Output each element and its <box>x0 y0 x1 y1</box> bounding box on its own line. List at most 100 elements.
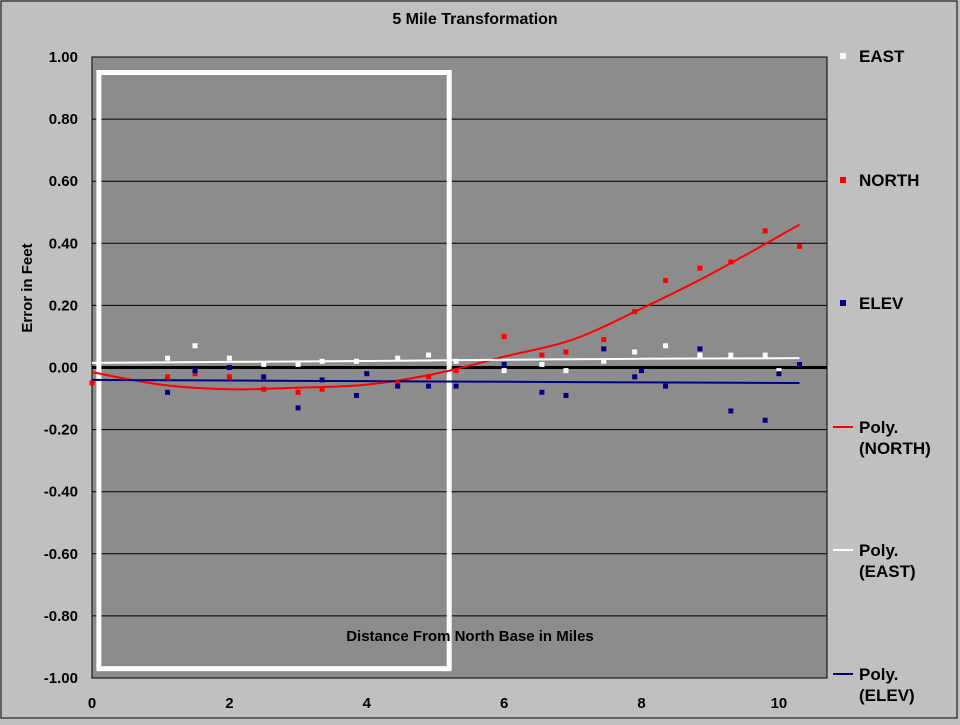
point-east <box>226 355 232 361</box>
point-elev <box>353 392 359 398</box>
trendline-poly-east <box>91 357 800 364</box>
y-tick-label: -1.00 <box>44 670 78 687</box>
point-north <box>395 380 401 386</box>
point-north <box>697 265 703 271</box>
trendline-poly-north <box>91 223 801 391</box>
point-east <box>165 355 171 361</box>
legend-label: ELEV <box>859 294 904 313</box>
point-elev <box>663 383 669 389</box>
x-tick-label: 10 <box>771 695 788 712</box>
point-north <box>797 243 803 249</box>
y-tick-label: -0.40 <box>44 484 78 501</box>
legend-label: Poly. (NORTH) <box>859 418 931 458</box>
point-elev <box>776 371 782 377</box>
legend: EAST NORTH ELEV Poly. (NORTH) Poly. (EAST) Poly… <box>833 47 931 705</box>
point-east <box>501 368 507 374</box>
point-north <box>762 228 768 234</box>
legend-item-poly-elev: Poly. (ELEV) <box>833 665 915 705</box>
point-east <box>563 368 569 374</box>
point-north <box>89 380 95 386</box>
legend-marker <box>840 177 846 183</box>
point-elev <box>728 408 734 414</box>
point-north <box>426 374 432 380</box>
tick-labels: 1.00 0.80 0.60 0.40 0.20 0.00 -0.20 -0.40 -0.60 -… <box>44 49 787 712</box>
legend-item-north: NORTH <box>840 171 919 190</box>
y-axis-label: Error in Feet <box>19 243 36 332</box>
point-north <box>501 333 507 339</box>
point-north <box>165 374 171 380</box>
point-north <box>539 352 545 358</box>
point-north <box>728 259 734 265</box>
legend-item-elev: ELEV <box>840 294 904 313</box>
y-tick-label: -0.20 <box>44 422 78 439</box>
x-tick-label: 2 <box>225 695 233 712</box>
legend-item-poly-north: Poly. (NORTH) <box>833 418 931 458</box>
x-tick-label: 4 <box>363 695 372 712</box>
point-east <box>697 352 703 358</box>
point-north <box>563 349 569 355</box>
point-elev <box>261 374 267 380</box>
point-north <box>295 389 301 395</box>
point-east <box>319 358 325 364</box>
point-east <box>632 349 638 355</box>
point-east <box>261 361 267 367</box>
legend-label: EAST <box>859 47 905 66</box>
legend-marker <box>840 300 846 306</box>
point-elev <box>762 417 768 423</box>
x-tick-label: 8 <box>637 695 645 712</box>
point-east <box>353 358 359 364</box>
point-east <box>776 368 782 374</box>
point-elev <box>165 389 171 395</box>
point-east <box>601 358 607 364</box>
y-tick-label: 0.00 <box>49 360 78 377</box>
y-tick-label: 0.80 <box>49 111 78 128</box>
x-tick-label: 6 <box>500 695 508 712</box>
point-east <box>762 352 768 358</box>
point-elev <box>601 346 607 352</box>
x-axis-label: Distance From North Base in Miles <box>346 628 594 645</box>
point-east <box>395 355 401 361</box>
chart-title: 5 Mile Transformation <box>392 11 557 28</box>
y-tick-label: 0.60 <box>49 173 78 190</box>
point-elev <box>453 383 459 389</box>
point-elev <box>501 361 507 367</box>
point-elev <box>697 346 703 352</box>
point-east <box>539 361 545 367</box>
series-layer <box>89 223 803 423</box>
point-elev <box>539 389 545 395</box>
legend-item-east: EAST <box>840 47 905 66</box>
point-elev <box>192 368 198 374</box>
point-elev <box>639 368 645 374</box>
y-tick-label: -0.60 <box>44 546 78 563</box>
legend-marker <box>840 53 846 59</box>
point-elev <box>395 383 401 389</box>
point-east <box>663 343 669 349</box>
point-elev <box>426 383 432 389</box>
y-tick-label: 0.40 <box>49 235 78 252</box>
point-east <box>426 352 432 358</box>
point-north <box>453 368 459 374</box>
point-elev <box>295 405 301 411</box>
legend-item-poly-east: Poly. (EAST) <box>833 541 916 581</box>
point-elev <box>319 377 325 383</box>
point-east <box>295 361 301 367</box>
legend-label: Poly. (EAST) <box>859 541 916 581</box>
y-tick-label: 1.00 <box>49 49 78 66</box>
point-east <box>453 358 459 364</box>
point-east <box>192 343 198 349</box>
legend-label: Poly. (ELEV) <box>859 665 915 705</box>
y-tick-label: 0.20 <box>49 297 78 314</box>
x-tick-label: 0 <box>88 695 96 712</box>
point-north <box>601 337 607 343</box>
point-north <box>261 386 267 392</box>
point-north <box>632 309 638 315</box>
point-elev <box>632 374 638 380</box>
point-north <box>319 386 325 392</box>
y-tick-label: -0.80 <box>44 608 78 625</box>
point-elev <box>364 371 370 377</box>
point-east <box>728 352 734 358</box>
point-elev <box>226 365 232 370</box>
point-north <box>226 374 232 380</box>
